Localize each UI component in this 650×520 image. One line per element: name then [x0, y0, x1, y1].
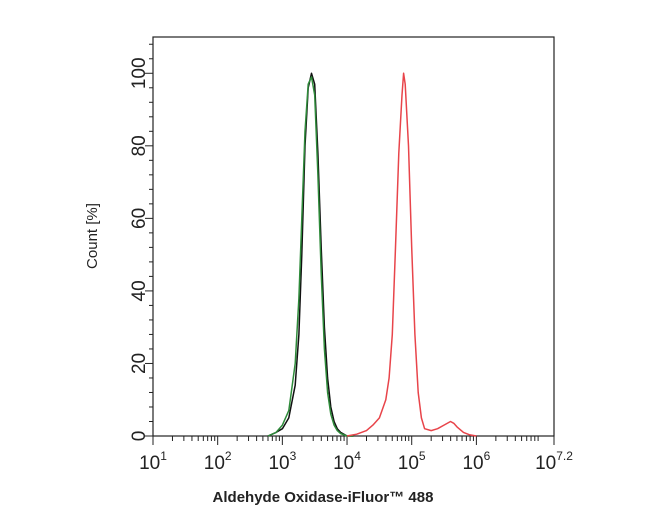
x-tick-label: 103 [268, 449, 296, 474]
x-tick-exponent: 7.2 [556, 449, 573, 463]
histogram-series-1 [267, 72, 354, 437]
x-tick-base: 10 [398, 453, 419, 474]
y-tick-label: 60 [129, 208, 150, 229]
x-tick-label: 101 [139, 449, 167, 474]
y-axis-title: Count [%] [84, 203, 101, 269]
y-tick-label: 40 [129, 280, 150, 301]
x-tick-label: 106 [462, 449, 490, 474]
x-tick-label: 102 [204, 449, 232, 474]
x-tick-label: 105 [398, 449, 426, 474]
x-tick-base: 10 [268, 453, 289, 474]
series-layer [267, 72, 477, 437]
x-tick-exponent: 6 [484, 449, 491, 463]
x-tick-exponent: 2 [225, 449, 232, 463]
x-tick-base: 10 [462, 453, 483, 474]
x-tick-base: 10 [204, 453, 225, 474]
x-tick-exponent: 5 [419, 449, 426, 463]
x-tick-label: 104 [333, 449, 361, 474]
y-tick-label: 0 [129, 431, 150, 442]
histogram-series-3 [346, 72, 477, 437]
y-tick-label: 20 [129, 353, 150, 374]
x-tick-exponent: 1 [160, 449, 167, 463]
y-axis-ticks: 0 20 40 60 80 100 [129, 43, 153, 442]
x-tick-label: 107.2 [535, 449, 573, 474]
y-tick-label: 80 [129, 135, 150, 156]
x-tick-base: 10 [535, 453, 556, 474]
x-tick-exponent: 3 [290, 449, 297, 463]
x-tick-base: 10 [139, 453, 160, 474]
histogram-series-2 [267, 76, 354, 437]
x-tick-base: 10 [333, 453, 354, 474]
plot-frame [152, 36, 555, 437]
y-tick-label: 100 [129, 57, 150, 89]
x-axis-title: Aldehyde Oxidase-iFluor™ 488 [213, 489, 434, 506]
x-tick-exponent: 4 [354, 449, 361, 463]
x-axis-ticks: 101 102 103 104 105 106 107.2 [139, 436, 573, 474]
